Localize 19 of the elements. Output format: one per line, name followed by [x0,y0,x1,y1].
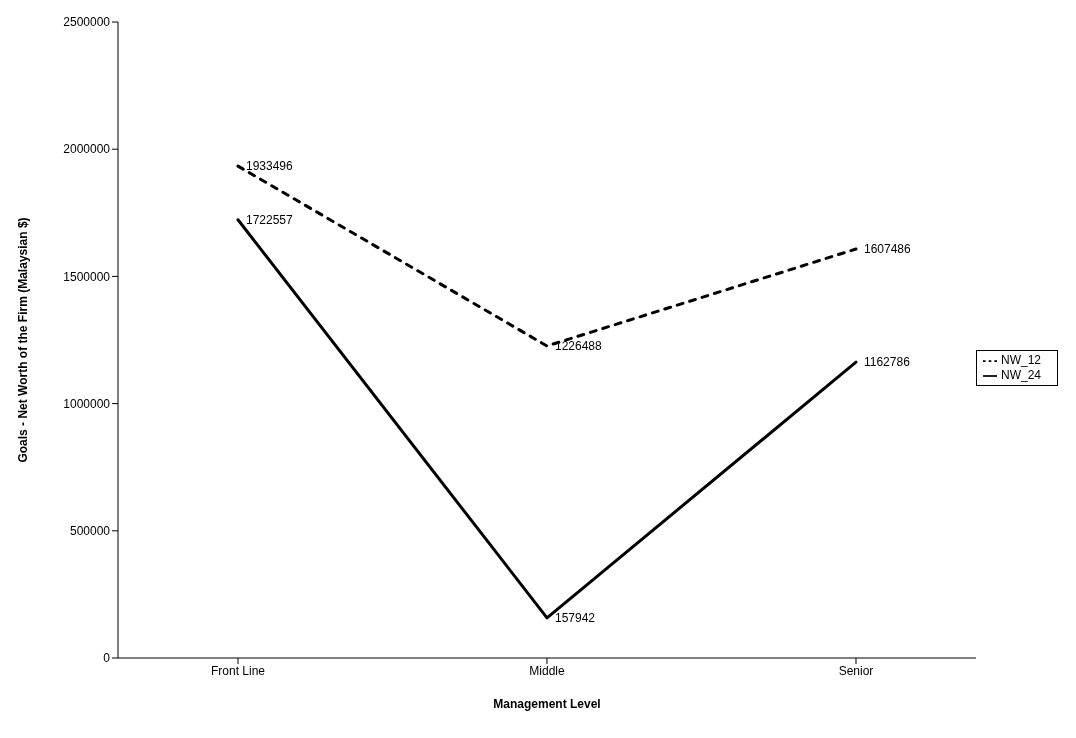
data-label: 1607486 [863,242,912,257]
y-axis-title: Goals - Net Worth of the Firm (Malaysian $) [16,217,31,463]
y-tick-label: 1000000 [63,396,111,411]
x-tick-label: Middle [529,663,565,678]
y-tick-label: 2500000 [63,15,111,30]
y-tick-label: 1500000 [63,269,111,284]
x-tick-label: Senior [838,663,874,678]
y-tick-label: 0 [103,651,111,666]
data-label: 1162786 [863,355,911,370]
data-label: 1226488 [554,339,603,354]
data-label: 1722557 [246,213,294,228]
data-label: 157942 [554,611,596,626]
x-tick-label: Front Line [210,663,266,678]
legend-label: NW_12 [1000,353,1041,368]
y-tick-label: 2000000 [63,142,111,157]
y-tick-label: 500000 [69,524,111,539]
data-label: 1933496 [246,159,294,174]
x-axis-title: Management Level [493,697,601,711]
legend-label: NW_24 [1000,368,1041,382]
